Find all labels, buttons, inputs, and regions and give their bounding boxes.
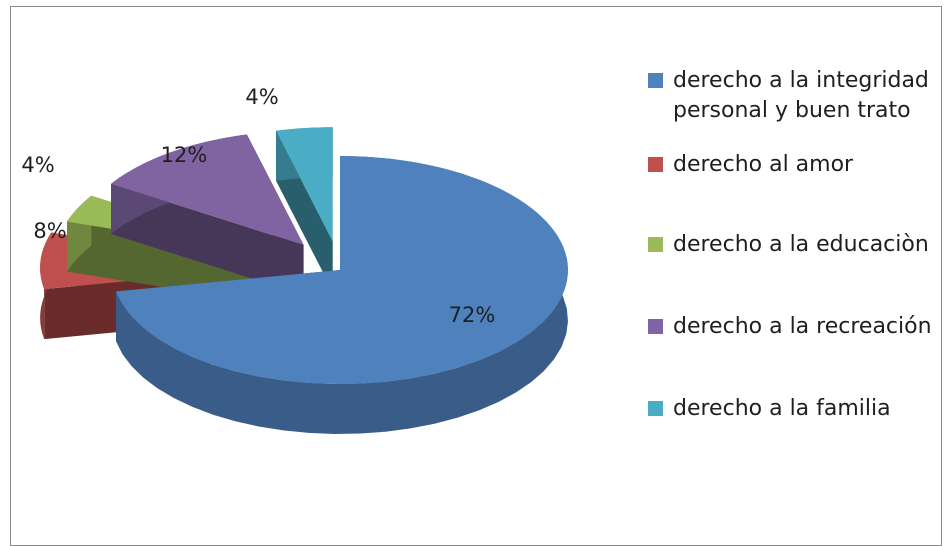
legend-swatch (648, 237, 663, 252)
pie-label-educacion: 4% (21, 153, 54, 177)
legend-swatch (648, 157, 663, 172)
legend-item-integridad: derecho a la integridad personal y buen … (648, 66, 941, 126)
legend-swatch (648, 401, 663, 416)
legend-label: derecho a la recreación (673, 314, 932, 339)
legend-item-educacion: derecho a la educaciòn (648, 230, 941, 260)
pie-label-recreacion: 12% (161, 143, 208, 167)
pie-slice-recreacion (111, 134, 304, 295)
legend-swatch (648, 73, 663, 88)
pie-label-amor: 8% (33, 219, 66, 243)
pie-chart: 72% 8% 4% 12% 4% (21, 85, 569, 434)
legend-label: derecho a la integridad personal y buen … (673, 68, 929, 123)
legend-label: derecho a la familia (673, 396, 891, 421)
legend-label: derecho al amor (673, 152, 854, 177)
legend-item-amor: derecho al amor (648, 150, 941, 180)
pie-label-integridad: 72% (449, 303, 496, 327)
legend-item-recreacion: derecho a la recreación (648, 312, 941, 342)
legend-item-familia: derecho a la familia (648, 394, 941, 424)
legend-swatch (648, 319, 663, 334)
pie-label-familia: 4% (245, 85, 278, 109)
pie-slice-familia (276, 127, 333, 292)
legend-label: derecho a la educaciòn (673, 232, 929, 257)
pie-slice-integridad (116, 156, 569, 434)
